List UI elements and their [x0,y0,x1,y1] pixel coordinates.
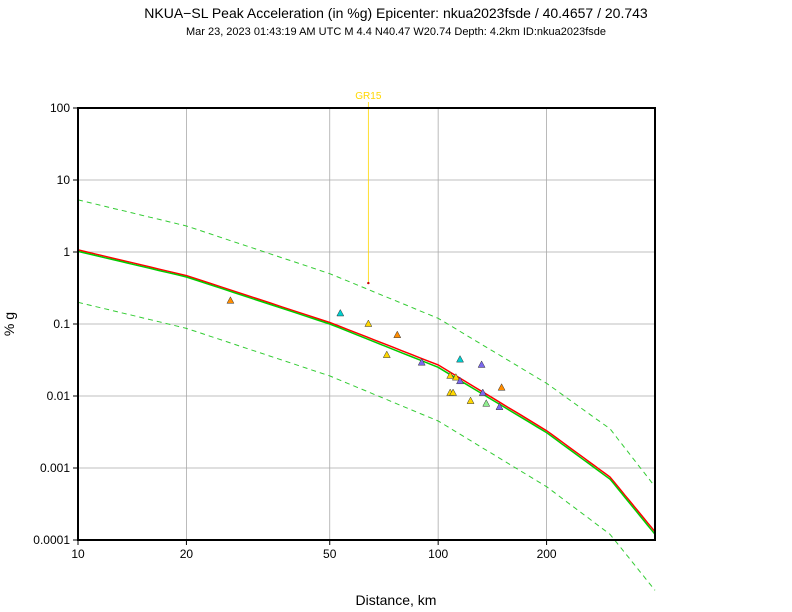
station-point [482,399,491,407]
curve-upper-bound [77,199,656,488]
marker-label: GR15 [355,91,382,102]
curve-median-corrected [77,250,656,535]
chart-subtitle: Mar 23, 2023 01:43:19 AM UTC M 4.4 N40.4… [186,26,606,38]
station-point [451,373,460,381]
y-tick-label: 100 [50,101,70,115]
y-tick-label: 0.1 [53,317,70,331]
station-point [497,383,506,391]
x-tick-label: 50 [323,547,337,561]
station-point [336,308,345,317]
station-point [449,388,457,396]
station-point [393,330,402,338]
station-point [382,350,391,358]
x-ticks: 10 20 50 100 200 [71,540,557,561]
y-tick-label: 0.01 [47,389,71,403]
station-point [478,388,487,396]
station-point [446,371,455,379]
y-tick-label: 0.001 [40,461,70,475]
curves [77,199,656,591]
x-tick-label: 100 [428,547,448,561]
x-tick-label: 200 [537,547,557,561]
curve-median [77,249,656,533]
station-point [466,396,475,404]
marker-station: GR15 [355,91,382,285]
y-axis-label: % g [1,312,17,336]
y-tick-label: 0.0001 [33,533,70,547]
x-axis-label: Distance, km [356,592,437,608]
chart-title: NKUA−SL Peak Acceleration (in %g) Epicen… [144,5,648,21]
station-point [456,376,464,385]
y-tick-label: 1 [63,245,70,259]
station-point [495,402,504,410]
station-point [417,358,426,366]
x-tick-label: 20 [180,547,194,561]
y-tick-label: 10 [57,173,71,187]
x-tick-label: 10 [71,547,85,561]
station-points [226,296,506,410]
marker-point [367,281,370,285]
station-point [364,319,373,327]
station-point [456,355,464,363]
station-point [226,296,235,304]
station-point [477,360,486,368]
curve-lower-bound [77,301,656,591]
y-ticks: 100 10 1 0.1 0.01 0.001 0.0001 [33,101,78,547]
